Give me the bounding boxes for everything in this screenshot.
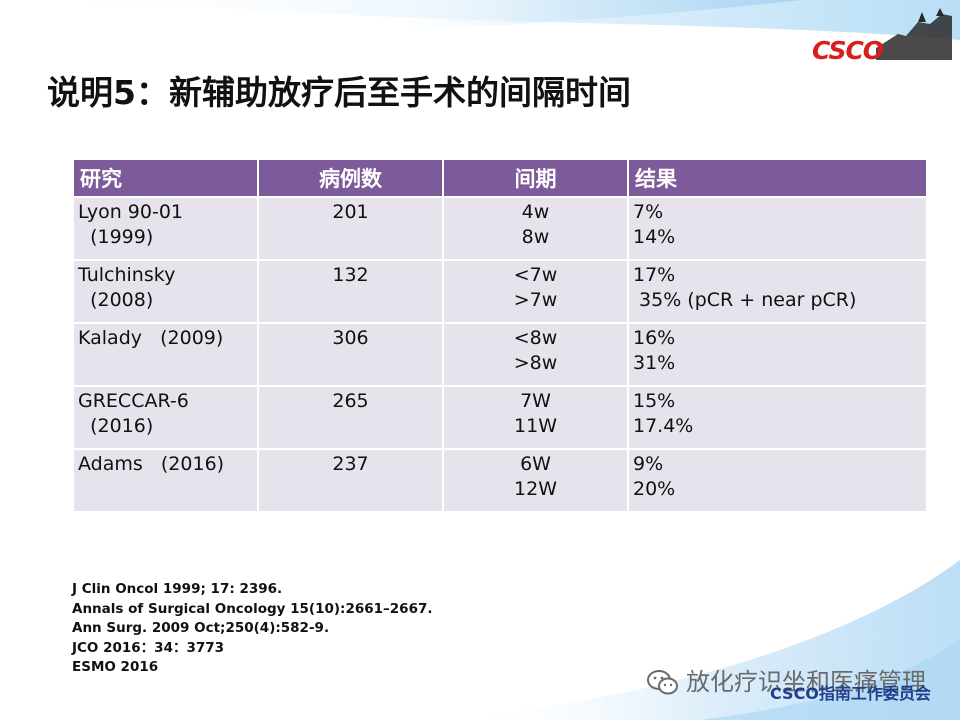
slide-title: 说明5：新辅助放疗后至手术的间隔时间 — [47, 73, 631, 112]
cell-interval: 6W 12W — [442, 448, 629, 513]
great-wall-icon — [876, 8, 952, 60]
result-line: 9% — [633, 453, 664, 475]
cell-study: Tulchinsky (2008) — [72, 259, 259, 324]
result-line: 16% — [633, 327, 676, 349]
study-line: Lyon 90-01 — [78, 201, 184, 223]
reference-line: J Clin Oncol 1999; 17: 2396. — [72, 581, 283, 597]
interval-line: <7w — [513, 264, 558, 286]
result-line: 35% (pCR + near pCR) — [633, 289, 857, 311]
result-line: 31% — [633, 352, 676, 374]
interval-line: 11W — [514, 415, 557, 437]
interval-line: 6W — [520, 453, 551, 475]
study-line: GRECCAR-6 — [78, 390, 189, 412]
result-line: 15% — [633, 390, 676, 412]
study-line: Adams (2016) — [78, 453, 225, 475]
header-cases: 病例数 — [257, 158, 444, 198]
cell-result: 15% 17.4% — [627, 385, 928, 450]
table-row: Tulchinsky (2008) 132 <7w >7w 17% 35% (pCR +… — [72, 259, 928, 324]
cell-study: Adams (2016) — [72, 448, 259, 513]
cell-cases: 132 — [257, 259, 444, 324]
header-study: 研究 — [72, 158, 259, 198]
wechat-watermark: 放化疗识坐和医痛管理 — [646, 662, 926, 697]
interval-line: <8w — [513, 327, 558, 349]
result-line: 17% — [633, 264, 676, 286]
study-line: (2008) — [78, 289, 154, 311]
cell-result: 16% 31% — [627, 322, 928, 387]
table-header-row: 研究 病例数 间期 结果 — [72, 158, 928, 198]
cases-line: 265 — [332, 390, 369, 412]
cell-cases: 306 — [257, 322, 444, 387]
interval-line: 4w — [521, 201, 550, 223]
study-line: (2016) — [78, 415, 154, 437]
cell-study: Kalady (2009) — [72, 322, 259, 387]
result-line: 20% — [633, 478, 676, 500]
header-result: 结果 — [627, 158, 928, 198]
cell-interval: <8w >8w — [442, 322, 629, 387]
interval-line: >8w — [513, 352, 558, 374]
cases-line: 306 — [332, 327, 369, 349]
wechat-icon — [647, 670, 678, 695]
result-line: 14% — [633, 226, 676, 248]
cell-interval: 7W 11W — [442, 385, 629, 450]
study-line: (1999) — [78, 226, 154, 248]
cell-result: 9% 20% — [627, 448, 928, 513]
cell-result: 7% 14% — [627, 196, 928, 261]
cases-line: 201 — [332, 201, 369, 223]
cell-study: GRECCAR-6 (2016) — [72, 385, 259, 450]
reference-line: ESMO 2016 — [72, 659, 159, 675]
table-body: Lyon 90-01 (1999) 201 4w 8w 7% 14% Tulchinsky … — [72, 196, 928, 513]
watermark-text: 放化疗识坐和医痛管理 — [686, 668, 926, 696]
reference-line: Ann Surg. 2009 Oct;250(4):582-9. — [72, 620, 330, 636]
cell-interval: 4w 8w — [442, 196, 629, 261]
study-line: Kalady (2009) — [78, 327, 224, 349]
result-line: 7% — [633, 201, 664, 223]
cell-cases: 237 — [257, 448, 444, 513]
cases-line: 132 — [332, 264, 369, 286]
cell-interval: <7w >7w — [442, 259, 629, 324]
interval-line: 8w — [521, 226, 550, 248]
references: J Clin Oncol 1999; 17: 2396. Annals of S… — [72, 580, 432, 678]
table-row: Kalady (2009) 306 <8w >8w 16% 31% — [72, 322, 928, 387]
study-table: 研究 病例数 间期 结果 Lyon 90-01 (1999) 201 4w 8w 7% 1… — [72, 158, 928, 513]
cell-result: 17% 35% (pCR + near pCR) — [627, 259, 928, 324]
reference-line: JCO 2016：34：3773 — [72, 639, 225, 656]
result-line: 17.4% — [633, 415, 694, 437]
header-interval: 间期 — [442, 158, 629, 198]
table-row: Lyon 90-01 (1999) 201 4w 8w 7% 14% — [72, 196, 928, 261]
interval-line: >7w — [513, 289, 558, 311]
csco-logo-text: CSCO — [812, 36, 884, 65]
cell-study: Lyon 90-01 (1999) — [72, 196, 259, 261]
table-row: GRECCAR-6 (2016) 265 7W 11W 15% 17.4% — [72, 385, 928, 450]
cell-cases: 265 — [257, 385, 444, 450]
interval-line: 7W — [520, 390, 551, 412]
study-line: Tulchinsky — [78, 264, 176, 286]
table-row: Adams (2016) 237 6W 12W 9% 20% — [72, 448, 928, 513]
cell-cases: 201 — [257, 196, 444, 261]
interval-line: 12W — [514, 478, 557, 500]
reference-line: Annals of Surgical Oncology 15(10):2661–… — [72, 600, 433, 617]
cases-line: 237 — [332, 453, 369, 475]
committee-label: CSCO指南工作委员会 — [770, 684, 931, 703]
